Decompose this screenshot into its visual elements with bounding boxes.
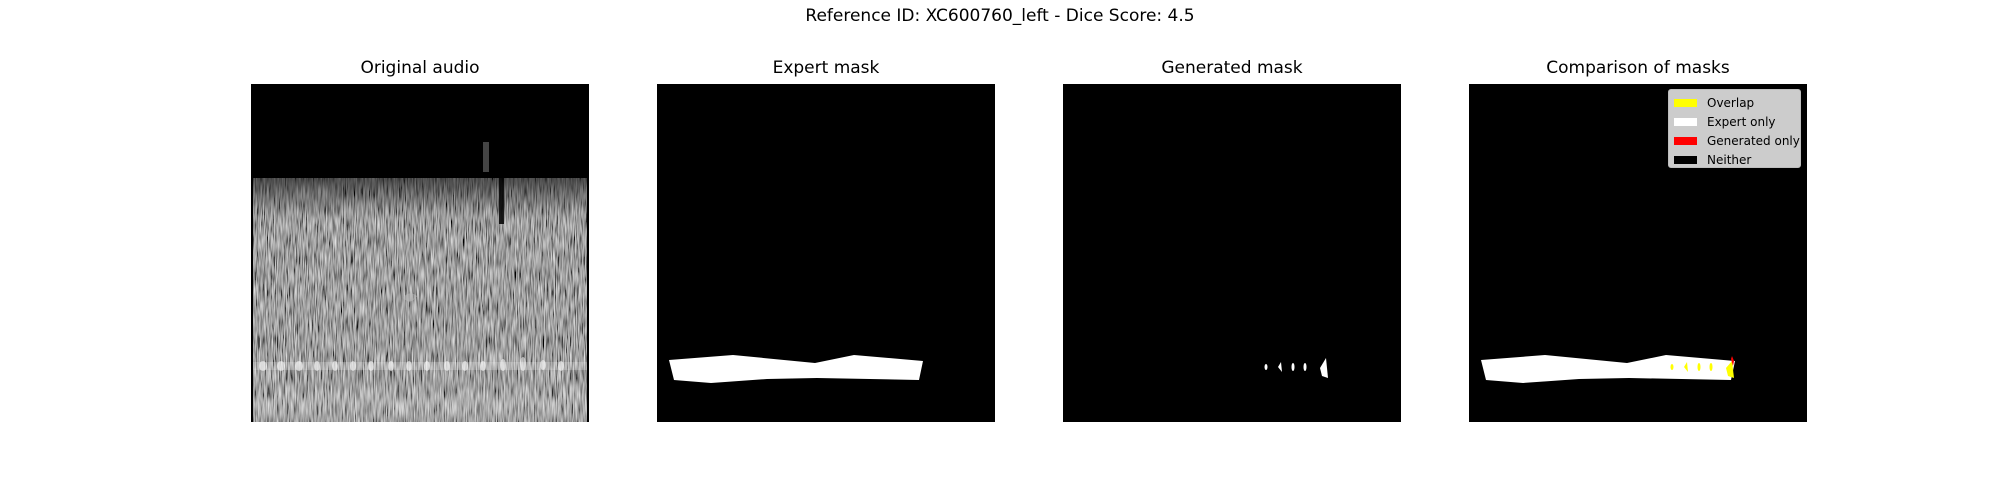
comparison-expert-only: [1481, 355, 1735, 383]
expert-mask-region: [669, 355, 923, 383]
generated-mask-title: Generated mask: [1161, 58, 1303, 78]
spectrogram-pulses: [259, 357, 564, 371]
original-audio-spectrogram: [251, 84, 589, 422]
original-audio-title: Original audio: [360, 58, 480, 78]
spectrogram-noise: [253, 178, 587, 422]
legend-label: Neither: [1707, 152, 1752, 167]
generated-mask-regions: [1264, 358, 1328, 378]
legend-item-expert-only: Expert only: [1674, 112, 1794, 131]
legend-swatch: [1674, 136, 1697, 145]
comparison-generated-only: [1731, 356, 1734, 366]
legend: Overlap Expert only Generated only Neith…: [1668, 89, 1801, 168]
legend-swatch: [1674, 98, 1697, 107]
comparison-overlap: [1670, 361, 1734, 378]
legend-swatch: [1674, 117, 1697, 126]
comparison-title: Comparison of masks: [1546, 58, 1730, 78]
comparison-image: Overlap Expert only Generated only Neith…: [1469, 84, 1807, 422]
spectrogram-image: [251, 84, 589, 422]
legend-label: Expert only: [1707, 114, 1776, 129]
legend-swatch: [1674, 155, 1697, 164]
expert-mask-image: [657, 84, 995, 422]
legend-item-generated-only: Generated only: [1674, 131, 1800, 150]
legend-item-neither: Neither: [1674, 150, 1794, 169]
figure-title: Reference ID: XC600760_left - Dice Score…: [805, 6, 1195, 26]
legend-item-overlap: Overlap: [1674, 93, 1794, 112]
legend-label: Overlap: [1707, 95, 1755, 110]
spectrogram-band: [253, 362, 587, 370]
generated-mask-image: [1063, 84, 1401, 422]
spectrogram-artifact: [483, 142, 489, 172]
expert-mask-title: Expert mask: [772, 58, 880, 78]
legend-label: Generated only: [1707, 133, 1800, 148]
